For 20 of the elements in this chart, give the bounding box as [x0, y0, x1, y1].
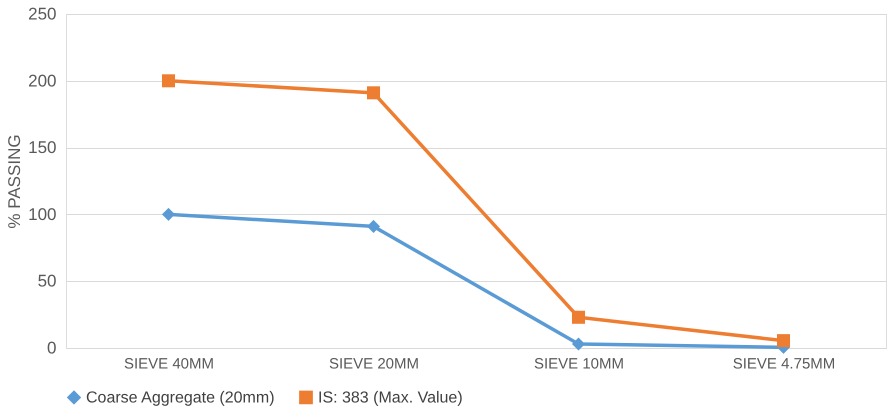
point: [572, 337, 586, 351]
y-tick-label: 200: [28, 71, 56, 90]
y-tick-label: 50: [38, 272, 56, 291]
x-tick-label: SIEVE 20MM: [328, 356, 420, 372]
y-axis-title: % PASSING: [5, 134, 24, 229]
y-tick-label: 150: [28, 138, 56, 158]
x-tick-label: SIEVE 10MM: [534, 356, 624, 372]
x-tick-label: SIEVE 40MM: [124, 356, 214, 372]
legend-label: IS: 383 (Max. Value): [318, 389, 463, 406]
point: [366, 220, 380, 233]
point: [572, 310, 586, 324]
y-tick-label: 250: [28, 4, 56, 24]
x-tick-label: SIEVE 4.75MM: [732, 356, 836, 372]
point: [162, 208, 176, 221]
point: [366, 86, 380, 100]
y-tick-label: 100: [28, 204, 56, 224]
legend-label: Coarse Aggregate (20mm): [86, 389, 275, 406]
point: [776, 334, 790, 348]
point: [162, 74, 176, 88]
y-tick-label: 0: [47, 338, 56, 358]
